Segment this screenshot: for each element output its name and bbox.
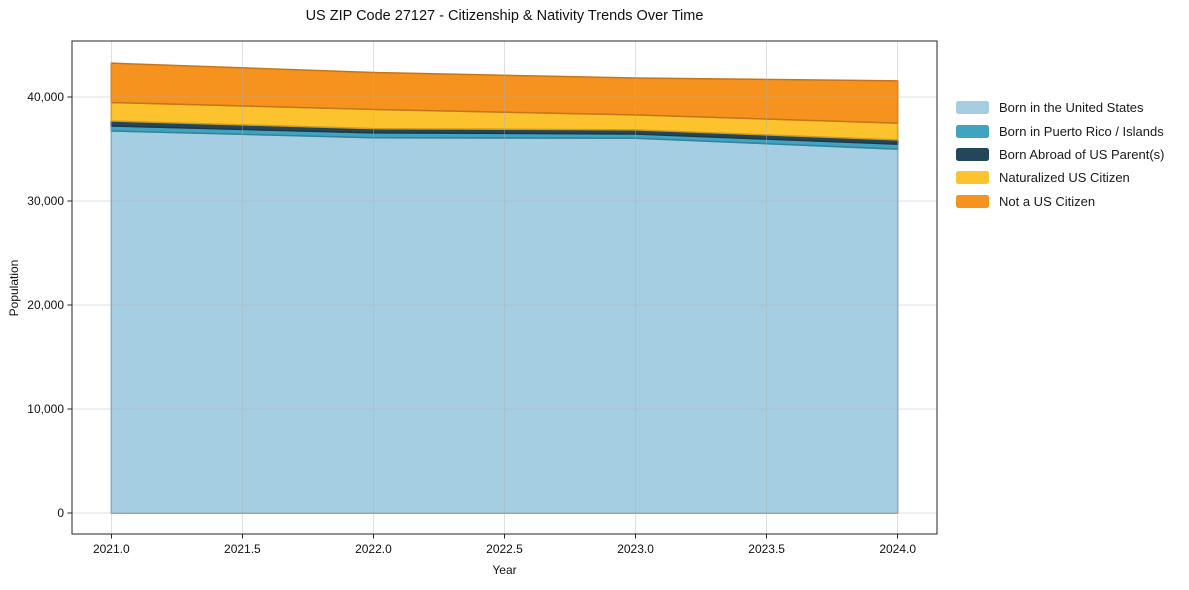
legend-label: Born Abroad of US Parent(s)	[999, 146, 1165, 162]
x-tick-label: 2021.5	[224, 542, 261, 556]
tick-labels: 2021.0 2021.5 2022.0 2022.5 2023.0 2023.5 2024…	[27, 90, 916, 556]
gridlines	[72, 41, 937, 534]
x-tick-label: 2022.5	[486, 542, 523, 556]
legend-label: Born in the United States	[999, 100, 1144, 116]
x-tick-label: 2023.5	[748, 542, 785, 556]
y-tick-label: 0	[57, 506, 64, 520]
legend-label: Born in Puerto Rico / Islands	[999, 123, 1164, 139]
x-tick-label: 2023.0	[617, 542, 654, 556]
y-axis-label: Population	[7, 259, 21, 317]
legend-swatch	[956, 194, 989, 208]
legend: Born in the United States Born in Puerto …	[956, 96, 1164, 213]
legend-label: Not a US Citizen	[999, 193, 1096, 209]
y-tick-label: 20,000	[27, 298, 64, 312]
legend-swatch	[956, 124, 989, 138]
stacked-areas	[110, 62, 899, 514]
legend-item: Born Abroad of US Parent(s)	[956, 143, 1164, 166]
legend-swatch	[956, 147, 989, 161]
y-tick-label: 30,000	[27, 194, 64, 208]
legend-label: Naturalized US Citizen	[999, 170, 1130, 186]
x-tick-label: 2024.0	[879, 542, 916, 556]
x-axis-label: Year	[492, 563, 517, 577]
x-tick-label: 2021.0	[93, 542, 130, 556]
legend-item: Not a US Citizen	[956, 190, 1164, 213]
ticks	[67, 96, 899, 539]
x-tick-label: 2022.0	[355, 542, 392, 556]
legend-item: Born in Puerto Rico / Islands	[956, 119, 1164, 142]
legend-item: Naturalized US Citizen	[956, 166, 1164, 189]
y-tick-label: 10,000	[27, 402, 64, 416]
chart-title: US ZIP Code 27127 - Citizenship & Nativi…	[305, 8, 704, 24]
legend-item: Born in the United States	[956, 96, 1164, 119]
y-tick-label: 40,000	[27, 90, 64, 104]
legend-swatch	[956, 101, 989, 115]
area-series-4	[110, 62, 899, 124]
legend-swatch	[956, 171, 989, 185]
